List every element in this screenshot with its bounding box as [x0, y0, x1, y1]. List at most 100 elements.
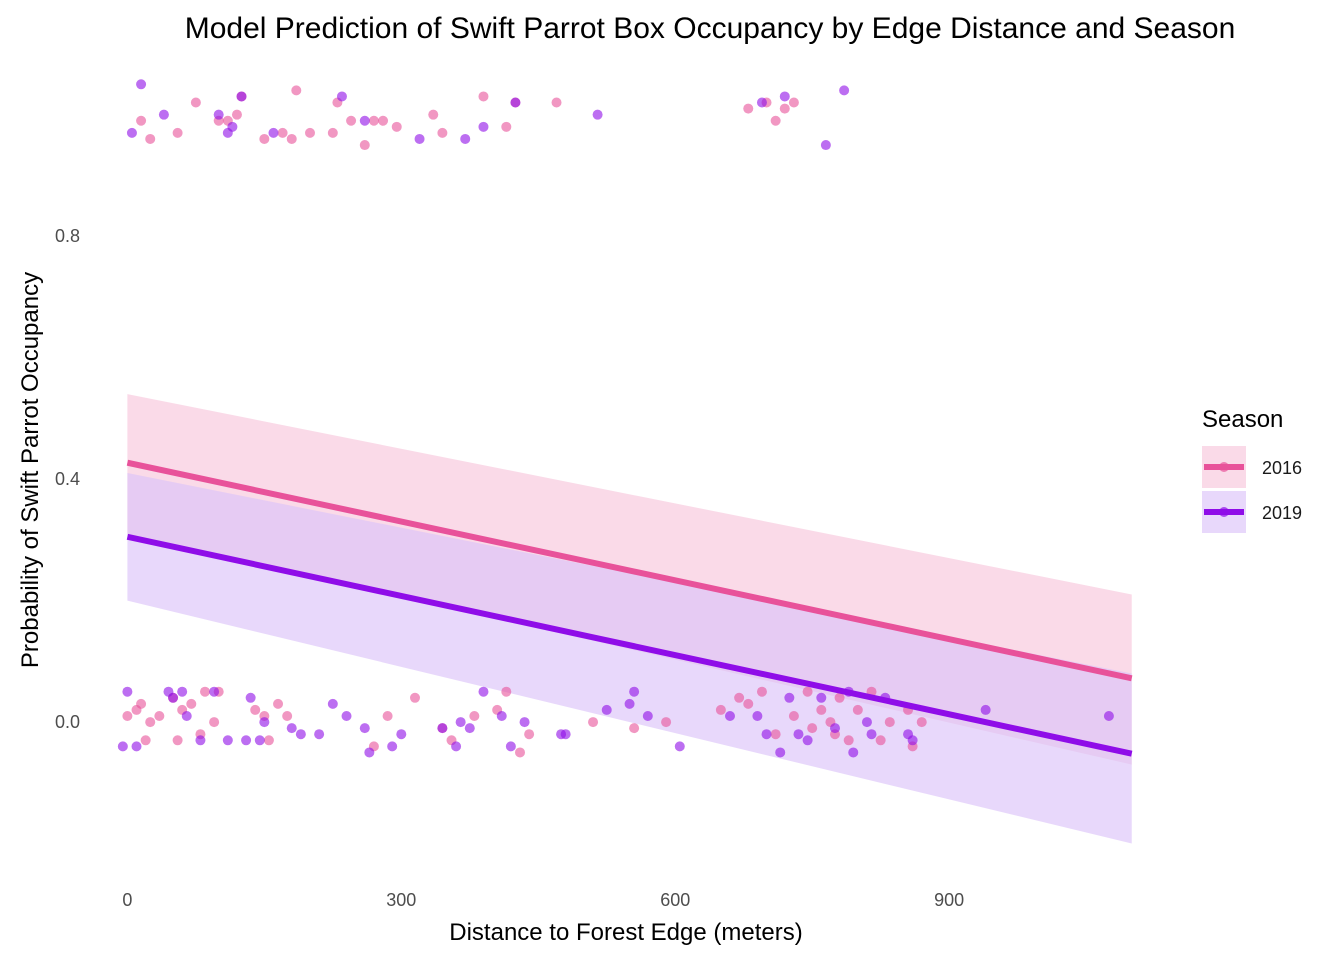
data-point-2019 [181, 711, 192, 721]
x-axis-title: Distance to Forest Edge (meters) [449, 919, 802, 946]
data-point-2019 [227, 121, 238, 132]
data-point-2019 [779, 91, 790, 102]
data-point-2016 [788, 711, 799, 721]
data-point-2016 [661, 717, 672, 728]
data-point-2016 [231, 109, 242, 120]
data-point-2019 [209, 686, 220, 697]
ci-bands [127, 394, 1132, 844]
data-point-2016 [770, 729, 781, 740]
data-point-2019 [629, 686, 640, 697]
data-point-2016 [715, 704, 726, 715]
data-point-2016 [286, 133, 297, 144]
data-point-2016 [788, 97, 799, 108]
data-point-2016 [770, 115, 781, 126]
data-point-2016 [277, 127, 288, 138]
data-point-2016 [145, 717, 156, 728]
data-point-2016 [629, 723, 640, 734]
data-point-2016 [190, 97, 201, 108]
data-point-2019 [364, 747, 375, 758]
data-point-2019 [642, 711, 653, 721]
data-point-2019 [286, 723, 297, 734]
data-point-2016 [524, 729, 535, 740]
data-point-2016 [291, 85, 302, 96]
fit-line-2019 [126, 533, 1133, 757]
data-point-2016 [136, 698, 147, 709]
plot-area [117, 79, 1133, 844]
data-point-2016 [779, 103, 790, 114]
data-point-2016 [346, 115, 357, 126]
data-point-2019 [195, 735, 206, 746]
data-point-2019 [820, 140, 831, 151]
legend-title: Season [1202, 406, 1283, 433]
fit-lines [126, 459, 1133, 757]
data-point-2019 [359, 115, 370, 126]
data-point-2019 [341, 711, 352, 721]
data-point-2019 [460, 133, 471, 144]
x-tick-label: 600 [660, 890, 690, 910]
data-point-2019 [761, 729, 772, 740]
data-point-2019 [478, 686, 489, 697]
data-point-2019 [245, 692, 256, 703]
data-point-2016 [802, 686, 813, 697]
data-point-2019 [396, 729, 407, 740]
data-point-2016 [305, 127, 315, 138]
data-point-2016 [122, 711, 133, 721]
legend: Season 2016 2019 [1202, 406, 1302, 533]
x-axis-ticks: 0 300 600 900 [122, 890, 964, 910]
data-point-2016 [391, 121, 402, 132]
data-point-2019 [158, 109, 169, 120]
data-point-2019 [241, 735, 252, 746]
data-point-2016 [515, 747, 525, 758]
data-point-2019 [387, 741, 398, 752]
data-point-2019 [437, 723, 448, 734]
data-point-2016 [282, 711, 293, 721]
data-point-2019 [327, 698, 338, 709]
legend-key-point [1219, 507, 1229, 517]
data-point-2019 [756, 97, 767, 108]
data-point-2019 [510, 97, 521, 108]
data-point-2016 [172, 735, 183, 746]
data-point-2019 [478, 121, 489, 132]
data-point-2019 [359, 723, 370, 734]
data-point-2016 [200, 686, 210, 697]
data-point-2016 [382, 711, 393, 721]
data-point-2016 [588, 717, 599, 728]
data-point-2019 [122, 686, 133, 697]
y-tick-label: 0.0 [55, 712, 80, 732]
data-point-2016 [209, 717, 220, 728]
data-point-2019 [816, 692, 827, 703]
data-point-2019 [126, 127, 137, 138]
data-point-2019 [131, 741, 142, 752]
y-axis-ticks: 0.0 0.4 0.8 [55, 226, 80, 732]
data-point-2016 [743, 103, 754, 114]
data-point-2016 [273, 698, 284, 709]
data-point-2016 [916, 717, 927, 728]
x-tick-label: 900 [934, 890, 964, 910]
y-tick-label: 0.4 [55, 469, 80, 489]
data-point-2019 [268, 127, 279, 138]
data-point-2019 [519, 717, 530, 728]
data-point-2016 [378, 115, 389, 126]
data-point-2019 [866, 729, 877, 740]
data-point-2019 [793, 729, 804, 740]
data-point-2016 [263, 735, 274, 746]
data-point-2019 [117, 741, 128, 752]
legend-key-point [1219, 462, 1229, 472]
data-point-2016 [478, 91, 489, 102]
data-point-2016 [501, 686, 512, 697]
data-point-2019 [560, 729, 571, 740]
data-point-2019 [980, 704, 991, 715]
data-point-2016 [469, 711, 480, 721]
data-point-2019 [848, 747, 859, 758]
chart-title: Model Prediction of Swift Parrot Box Occ… [185, 12, 1236, 45]
data-point-2019 [455, 717, 466, 728]
data-point-2016 [136, 115, 147, 126]
data-point-2019 [505, 741, 516, 752]
x-tick-label: 300 [386, 890, 416, 910]
data-point-2016 [428, 109, 439, 120]
data-point-2016 [327, 127, 338, 138]
data-point-2016 [154, 711, 165, 721]
data-point-2019 [414, 133, 425, 144]
data-point-2019 [1103, 711, 1114, 721]
